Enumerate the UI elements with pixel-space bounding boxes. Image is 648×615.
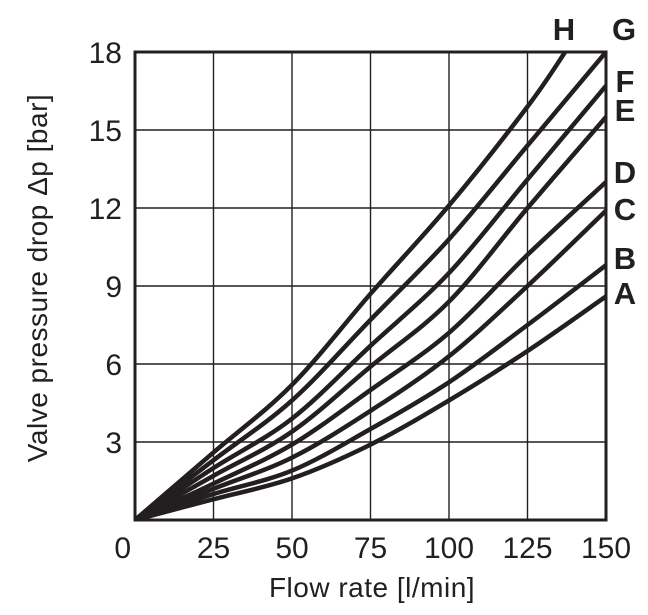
x-tick-label-50: 50 [275, 532, 308, 565]
y-tick-label-15: 15 [89, 115, 122, 148]
curves [135, 52, 606, 520]
curve-D [135, 180, 606, 520]
x-tick-label-75: 75 [354, 532, 387, 565]
x-tick-labels: 0 25 50 75 100 125 150 [114, 532, 631, 565]
y-tick-label-12: 12 [89, 193, 122, 226]
x-tick-label-125: 125 [502, 532, 552, 565]
x-tick-label-100: 100 [424, 532, 474, 565]
curve-label-F: F [616, 64, 635, 99]
curve-label-C: C [614, 192, 636, 227]
curve-label-D: D [614, 155, 636, 190]
curve-label-A: A [614, 276, 636, 311]
curve-G [135, 52, 606, 520]
y-axis-title: Valve pressure drop Δp [bar] [22, 93, 53, 463]
x-tick-label-150: 150 [581, 532, 631, 565]
curve-A [135, 294, 606, 520]
x-axis-title: Flow rate [l/min] [268, 572, 476, 603]
curve-B [135, 263, 606, 520]
y-tick-labels: 3 6 9 12 15 18 [89, 37, 122, 460]
plot-border [133, 50, 608, 522]
curve-label-B: B [614, 241, 636, 276]
curve-H [135, 52, 568, 520]
curve-E [135, 115, 606, 520]
curve-C [135, 208, 606, 520]
y-tick-label-9: 9 [105, 271, 122, 304]
y-tick-label-3: 3 [105, 427, 122, 460]
curve-label-H: H [553, 12, 575, 47]
x-tick-label-0: 0 [114, 532, 131, 565]
y-tick-label-6: 6 [105, 349, 122, 382]
x-tick-label-25: 25 [197, 532, 230, 565]
y-tick-label-18: 18 [89, 37, 122, 70]
gridlines [135, 52, 606, 520]
curve-F [135, 84, 606, 520]
curve-label-G: G [612, 12, 636, 47]
curve-label-E: E [615, 93, 636, 128]
